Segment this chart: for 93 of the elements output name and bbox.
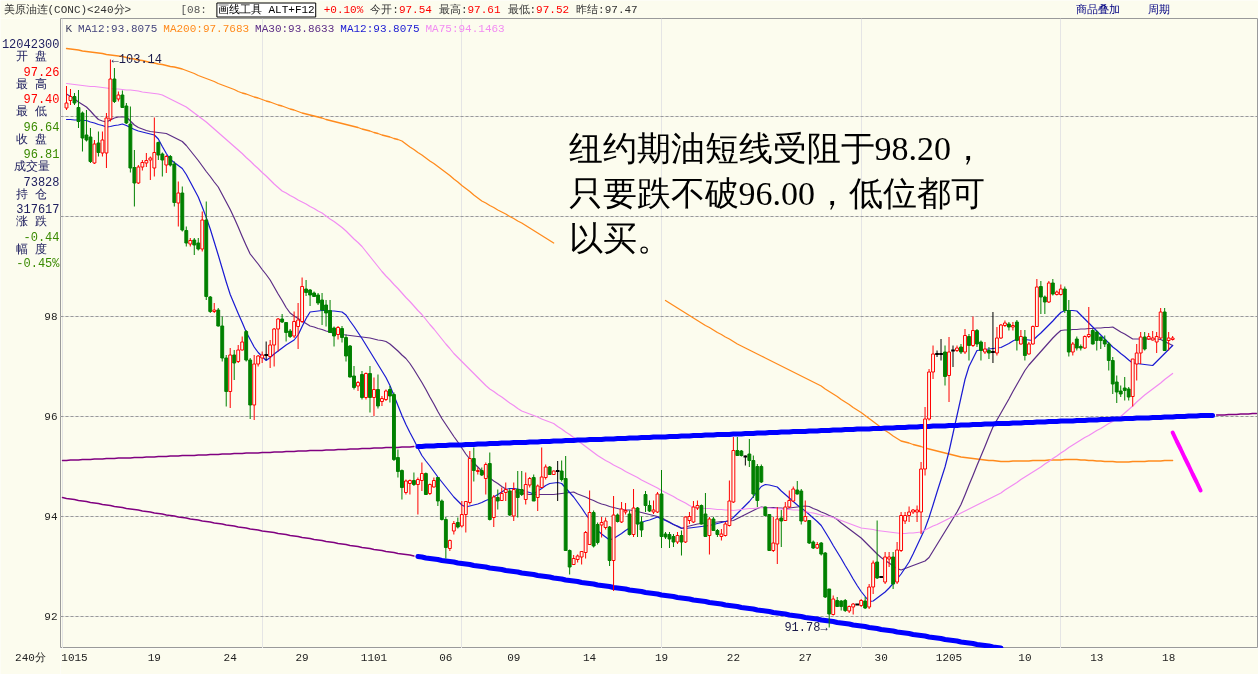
text: MA30:93.8633 xyxy=(255,22,335,35)
candlestick xyxy=(176,181,181,227)
text: 昨结:97.47 xyxy=(576,2,638,16)
candlestick xyxy=(1142,331,1147,351)
candlestick xyxy=(360,370,364,400)
text: [08: xyxy=(180,3,207,16)
annotation: 91.78→ xyxy=(784,620,829,635)
y-tick-label: 94 xyxy=(44,511,58,523)
x-tick-label: 24 xyxy=(223,652,238,664)
candlestick xyxy=(679,530,684,556)
candlestick xyxy=(491,494,496,528)
candlestick xyxy=(523,472,528,505)
x-tick-label: 06 xyxy=(439,652,453,664)
candlestick xyxy=(519,470,524,497)
candlestick xyxy=(1014,319,1019,351)
candlestick xyxy=(232,349,237,381)
line-series xyxy=(1170,430,1203,493)
y-tick-label: 98 xyxy=(44,311,58,323)
candlestick xyxy=(1038,280,1043,315)
line-series xyxy=(61,496,415,557)
candlestick xyxy=(947,336,951,403)
text: 最低:97.52 xyxy=(507,3,570,16)
candlestick xyxy=(967,333,971,361)
x-tick-label: 18 xyxy=(1162,652,1176,664)
x-tick-label: 30 xyxy=(874,652,888,664)
chart-title: 美原油连(CONC)<240分> xyxy=(3,2,132,16)
x-tick-label: 29 xyxy=(295,652,309,664)
text: MA75:94.1463 xyxy=(425,22,505,35)
x-tick-label: 1015 xyxy=(61,652,88,664)
candlestick xyxy=(364,372,368,400)
candlestick xyxy=(983,341,987,355)
text: 商品叠加 xyxy=(1075,2,1120,16)
candlestick xyxy=(320,292,324,326)
candlestick xyxy=(507,488,512,517)
candlestick xyxy=(703,492,708,538)
text: +0.10% xyxy=(323,3,364,16)
text: 成交量 xyxy=(13,159,50,175)
text: 最 低 xyxy=(15,105,48,120)
candlestick xyxy=(372,377,376,417)
candlestick xyxy=(411,472,416,487)
candlestick xyxy=(515,470,520,518)
text: MA200:97.7683 xyxy=(163,22,250,35)
candlestick xyxy=(627,510,632,536)
x-tick-label: 13 xyxy=(1090,652,1104,664)
x-tick-label: 19 xyxy=(654,652,669,664)
text: 幅 度 xyxy=(15,241,48,257)
x-tick-label: 10 xyxy=(1018,652,1032,664)
candlestick xyxy=(356,380,360,392)
x-tick-label: 27 xyxy=(798,652,812,664)
candlestick xyxy=(368,365,372,413)
candlestick xyxy=(779,509,784,548)
candlestick xyxy=(263,341,269,361)
candlestick xyxy=(471,447,476,482)
text: 涨 跌 xyxy=(15,215,48,230)
y-tick-label: 96 xyxy=(44,411,58,423)
legend-title: K xyxy=(65,22,73,35)
text: 收 盘 xyxy=(15,132,48,147)
x-tick-label: 19 xyxy=(147,652,161,664)
candlestick xyxy=(990,311,996,364)
x-tick-label: 09 xyxy=(507,652,521,664)
candlestick xyxy=(938,338,944,361)
annotation: 纽约期油短线受阻于98.20，只要跌不破96.00，低位都可以买。 xyxy=(568,130,985,257)
text: 今开:97.54 xyxy=(370,3,433,16)
candlestick xyxy=(987,346,991,360)
text: 周期 xyxy=(1147,3,1170,16)
candlestick xyxy=(376,374,380,409)
candlestick xyxy=(495,489,500,510)
candlestick xyxy=(1166,331,1171,351)
candlestick xyxy=(328,299,332,334)
x-tick-label: 14 xyxy=(583,652,597,664)
x-tick-label: 1101 xyxy=(360,652,388,664)
candlestick xyxy=(276,317,281,352)
text: 持 仓 xyxy=(15,187,48,202)
candlestick xyxy=(635,506,640,538)
candlestick xyxy=(304,279,309,297)
text: 开 盘 xyxy=(15,50,48,65)
text: MA12:93.8075 xyxy=(340,22,420,35)
text: 画线工具 ALT+F12 xyxy=(217,3,315,16)
text: 最 高 xyxy=(15,76,48,92)
x-axis-title: 240分 xyxy=(15,651,46,664)
y-tick-label: 92 xyxy=(44,611,58,623)
text: -0.45% xyxy=(16,256,61,271)
candlestick xyxy=(963,328,967,355)
candlestick xyxy=(934,350,940,358)
candlestick xyxy=(599,516,604,538)
candlestick xyxy=(771,516,776,553)
x-tick-label: 1205 xyxy=(935,652,963,664)
x-tick-label: 22 xyxy=(726,652,740,664)
legend-label: MA12:93.8075 xyxy=(78,22,158,35)
candlestick xyxy=(995,326,999,356)
candlestick xyxy=(971,316,975,348)
candlestick xyxy=(1138,331,1143,365)
text: 最高:97.61 xyxy=(438,2,501,16)
